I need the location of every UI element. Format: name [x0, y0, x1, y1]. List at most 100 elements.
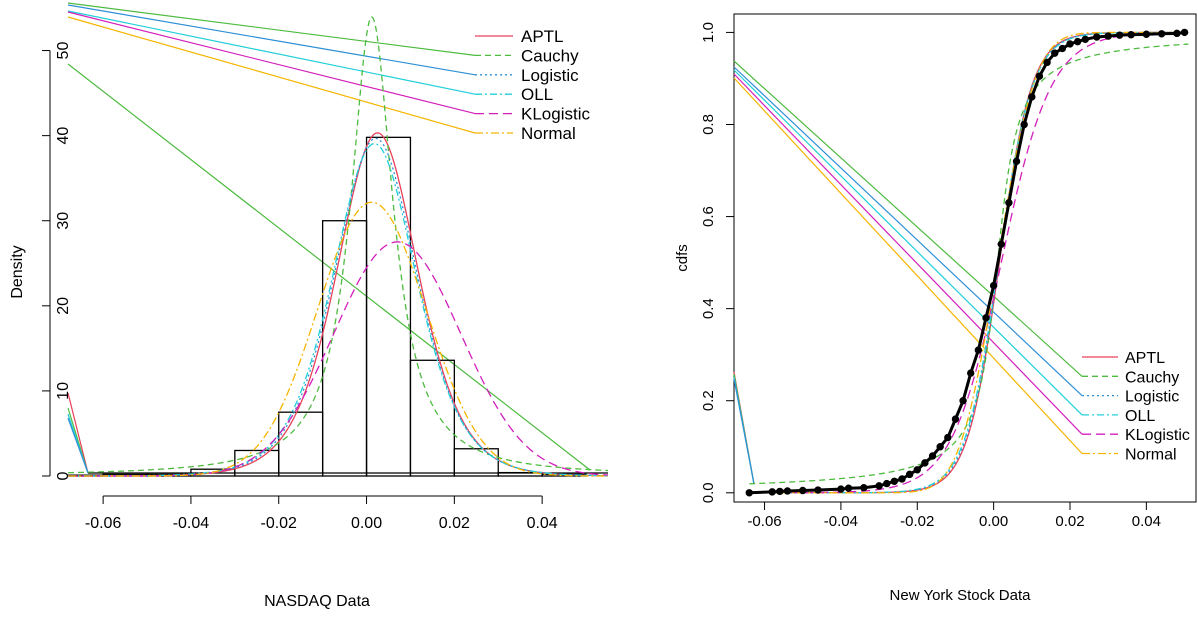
legend-label-klogistic: KLogistic: [521, 105, 590, 124]
legend-guide-cauchy: [67, 2, 476, 56]
legend-label-oll: OLL: [1125, 408, 1155, 425]
ecdf-point: [913, 466, 921, 474]
y-tick-label: 50: [55, 42, 72, 60]
legend-guide-short-logistic: [67, 417, 89, 474]
ecdf-point: [875, 482, 883, 490]
ecdf-point: [989, 281, 998, 290]
legend-guide-normal: [733, 77, 1083, 454]
legend-label-aptl: APTL: [521, 27, 564, 46]
ecdf-point: [1035, 72, 1044, 80]
ecdf-point: [799, 486, 807, 495]
y-tick-label: 20: [55, 297, 72, 315]
x-axis-label: New York Stock Data: [890, 587, 1032, 604]
histogram-bar: [365, 136, 412, 477]
ecdf-point: [1020, 120, 1028, 129]
ecdf-point: [1005, 199, 1013, 207]
density-curves: [67, 16, 609, 477]
ecdf-point: [1093, 33, 1101, 41]
x-tick-label: 0.00: [979, 513, 1008, 530]
legend-guide-oll: [733, 69, 1083, 416]
ecdf-point: [1081, 35, 1089, 44]
density-curve-normal: [68, 201, 608, 477]
ecdf-point: [997, 240, 1005, 248]
x-tick-label: -0.04: [173, 515, 210, 532]
legend-guide-short-logistic: [733, 378, 755, 485]
ecdf-point: [860, 484, 868, 492]
ecdf-point: [1115, 31, 1124, 39]
ecdf-point: [905, 470, 914, 479]
legend-guide-normal: [67, 16, 476, 134]
axes: -0.06 -0.04 -0.02 0.00 0.02 0.04 0 10 20 30 40 50: [42, 42, 558, 532]
x-tick-label: 0.04: [527, 515, 558, 532]
nyse-cdf-chart: -0.06 -0.04 -0.02 0.00 0.02 0.04 0.0 0.2 0.4 0.6 0…: [674, 13, 1197, 604]
legend-guide-logistic: [67, 4, 476, 76]
y-tick-label: 10: [55, 382, 72, 400]
density-curve-cauchy: [67, 16, 609, 474]
ecdf-point: [928, 452, 937, 460]
legend-label-oll: OLL: [521, 85, 553, 104]
x-tick-label: -0.06: [85, 515, 122, 532]
ecdf-point: [974, 346, 983, 354]
y-axis-label: Density: [9, 245, 26, 298]
y-axis-label: cdfs: [674, 244, 691, 272]
x-tick-label: -0.04: [824, 513, 858, 530]
x-axis-label: NASDAQ Data: [264, 593, 370, 610]
ecdf-point: [837, 485, 845, 493]
x-tick-label: 0.02: [439, 515, 470, 532]
legend-label-normal: Normal: [1125, 447, 1177, 464]
ecdf-point: [1180, 28, 1189, 37]
x-tick-label: 0.00: [351, 515, 382, 532]
ecdf-points: [745, 28, 1189, 497]
ecdf-point: [1028, 93, 1036, 101]
ecdf-point: [1104, 32, 1112, 40]
ecdf-point: [959, 397, 967, 405]
ecdf-point: [982, 314, 990, 322]
y-tick-label: 0.4: [700, 298, 717, 319]
ecdf-point: [745, 489, 753, 497]
cdf-curve-normal: [749, 31, 1189, 494]
histogram-bar: [409, 359, 455, 477]
y-tick-label: 1.0: [700, 22, 717, 43]
nasdaq-density-chart: -0.06 -0.04 -0.02 0.00 0.02 0.04 0 10 20 30 40 50 N…: [9, 2, 609, 610]
ecdf-point: [1012, 157, 1021, 166]
legend-label-logistic: Logistic: [521, 66, 579, 85]
ecdf-point: [1073, 37, 1082, 46]
legend-guide-logistic: [733, 66, 1083, 397]
legend: APTL Cauchy Logistic OLL KLogistic Normal: [1082, 350, 1190, 464]
y-tick-label: 0.6: [700, 206, 717, 227]
legend-label-klogistic: KLogistic: [1125, 427, 1190, 444]
ecdf-point: [1066, 40, 1074, 48]
ecdf-point: [936, 443, 944, 451]
legend-guide-cauchy: [733, 60, 1083, 377]
x-tick-label: 0.04: [1132, 513, 1161, 530]
ecdf-point: [814, 486, 822, 494]
ecdf-point: [1127, 31, 1135, 39]
legend-label-cauchy: Cauchy: [1125, 369, 1179, 386]
ecdf-point: [883, 479, 891, 488]
legend-label-aptl: APTL: [1125, 350, 1165, 367]
ecdf-point: [1043, 58, 1051, 67]
y-tick-label: 0.2: [700, 390, 717, 411]
y-tick-label: 0.8: [700, 114, 717, 135]
ecdf-point: [890, 477, 899, 485]
x-tick-label: 0.02: [1055, 513, 1084, 530]
plot-frame: [733, 13, 1197, 503]
y-tick-label: 30: [55, 212, 72, 230]
legend-guide-oll: [67, 10, 476, 95]
density-curve-klogistic: [68, 241, 609, 477]
legend-label-normal: Normal: [521, 124, 576, 143]
ecdf-point: [1173, 29, 1181, 38]
ecdf-point: [783, 487, 792, 495]
density-curve-logistic: [68, 137, 609, 477]
ecdf-point: [1142, 30, 1151, 38]
cdf-curve-oll: [749, 31, 1189, 494]
legend-guide-klogistic: [67, 11, 476, 115]
legend-label-logistic: Logistic: [1125, 389, 1179, 406]
x-tick-label: -0.02: [900, 513, 934, 530]
ecdf-point: [768, 488, 776, 496]
y-tick-label: 40: [55, 127, 72, 145]
ecdf-point: [1058, 44, 1067, 53]
cdf-curve-cauchy: [749, 43, 1189, 485]
legend-guide-lines: [733, 60, 1083, 485]
